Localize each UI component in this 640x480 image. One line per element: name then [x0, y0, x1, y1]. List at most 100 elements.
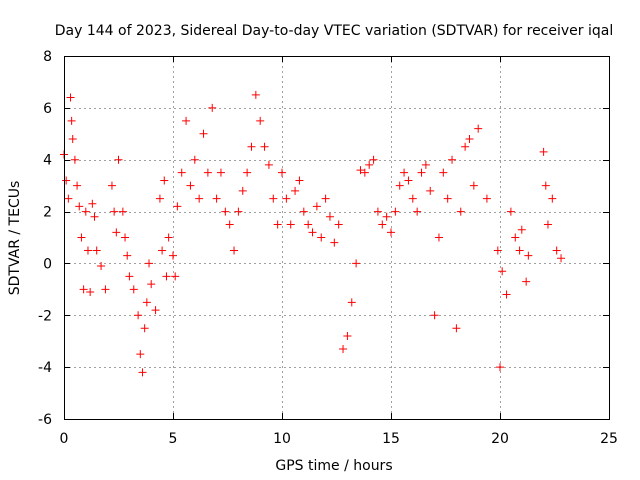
data-point	[286, 220, 295, 229]
data-point	[86, 287, 95, 296]
grid-lines	[64, 56, 609, 419]
data-point	[142, 298, 151, 307]
data-point	[515, 246, 524, 255]
data-point	[182, 116, 191, 125]
x-tick-label: 20	[491, 431, 509, 447]
data-point	[469, 181, 478, 190]
data-point	[230, 246, 239, 255]
data-point	[203, 168, 212, 177]
y-tick-label: 4	[43, 153, 52, 169]
data-point	[68, 134, 77, 143]
data-point	[88, 199, 97, 208]
data-point	[299, 207, 308, 216]
data-point	[543, 220, 552, 229]
x-tick-label: 10	[273, 431, 291, 447]
data-point	[552, 246, 561, 255]
data-point	[140, 324, 149, 333]
data-point	[173, 202, 182, 211]
data-point	[541, 181, 550, 190]
data-point	[404, 176, 413, 185]
data-point	[256, 116, 265, 125]
x-axis-label: GPS time / hours	[275, 458, 392, 474]
data-point	[456, 207, 465, 216]
data-point	[443, 194, 452, 203]
data-point	[138, 368, 147, 377]
data-point	[164, 233, 173, 242]
data-point	[498, 267, 507, 276]
data-point	[365, 160, 374, 169]
x-tick-label: 5	[169, 431, 178, 447]
data-point	[77, 233, 86, 242]
data-point	[330, 238, 339, 247]
data-point	[282, 194, 291, 203]
y-tick-label: 2	[43, 205, 52, 221]
data-point	[186, 181, 195, 190]
data-point	[269, 194, 278, 203]
data-point	[352, 259, 361, 268]
data-point	[155, 194, 164, 203]
data-point	[66, 93, 75, 102]
data-point	[208, 103, 217, 112]
data-point	[101, 285, 110, 294]
data-point	[260, 142, 269, 151]
data-point	[151, 306, 160, 315]
data-point	[70, 155, 79, 164]
data-point	[452, 324, 461, 333]
data-point	[557, 254, 566, 263]
data-point	[123, 251, 132, 260]
data-point	[474, 124, 483, 133]
data-point	[387, 228, 395, 237]
data-point	[295, 176, 304, 185]
data-point	[73, 181, 82, 190]
data-point	[162, 272, 171, 281]
data-point	[171, 272, 180, 281]
data-point	[199, 129, 208, 138]
x-tick-label: 15	[382, 431, 400, 447]
y-tick-label: 6	[43, 101, 52, 117]
data-point	[278, 168, 286, 177]
data-point	[434, 233, 443, 242]
y-tick-label: 0	[43, 256, 52, 272]
data-point	[251, 90, 260, 99]
data-point	[325, 212, 334, 221]
data-point	[395, 181, 404, 190]
y-tick-label: -6	[38, 412, 52, 428]
data-point	[356, 166, 365, 175]
x-tick-label: 25	[600, 431, 618, 447]
data-point	[177, 168, 186, 177]
x-tick-label: 0	[60, 431, 69, 447]
data-point	[400, 168, 409, 177]
data-point	[264, 160, 273, 169]
data-point	[321, 194, 330, 203]
data-point	[169, 251, 177, 260]
data-point	[247, 142, 256, 151]
data-point	[511, 233, 520, 242]
data-point	[216, 168, 225, 177]
data-point	[343, 332, 352, 341]
data-point	[114, 155, 123, 164]
data-point	[373, 207, 382, 216]
data-point	[496, 363, 504, 372]
data-point	[339, 344, 348, 353]
y-tick-label: -2	[38, 308, 52, 324]
data-point	[238, 186, 247, 195]
data-point	[81, 207, 90, 216]
data-point	[312, 202, 321, 211]
data-point	[417, 168, 426, 177]
data-point	[304, 220, 313, 229]
data-point	[92, 246, 101, 255]
data-point	[369, 155, 378, 164]
y-tick-label: -4	[38, 360, 52, 376]
data-point	[67, 116, 76, 125]
data-point	[62, 176, 71, 185]
data-point	[243, 168, 252, 177]
data-point	[129, 285, 138, 294]
y-tick-label: 8	[43, 49, 52, 65]
data-point	[64, 194, 73, 203]
data-point	[522, 277, 531, 286]
data-point	[158, 246, 167, 255]
data-point	[382, 212, 391, 221]
y-tick-labels: -6 -4 -2 0 2 4 6 8	[38, 49, 52, 428]
data-point	[110, 207, 119, 216]
